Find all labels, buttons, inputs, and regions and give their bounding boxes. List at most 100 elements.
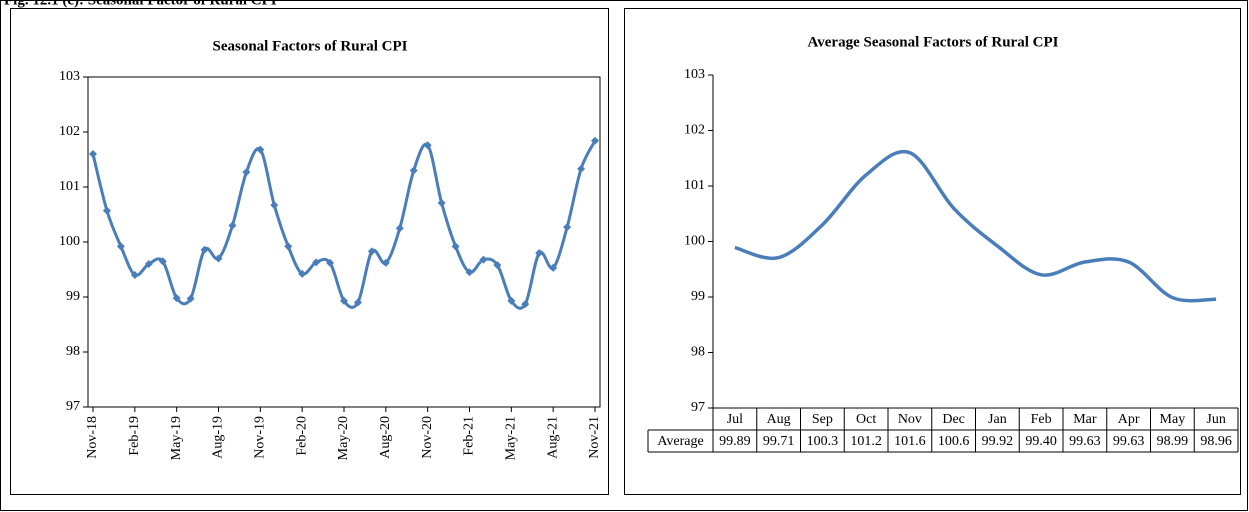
data-table-value: 99.63 bbox=[1113, 434, 1145, 449]
marker bbox=[395, 224, 404, 233]
x-tick-label: Jan bbox=[988, 412, 1007, 427]
x-tick-label: Nov bbox=[898, 412, 922, 427]
x-tick-label: Feb-19 bbox=[127, 416, 142, 456]
marker bbox=[577, 164, 586, 173]
y-tick-label: 103 bbox=[59, 69, 80, 84]
data-table-value: 98.96 bbox=[1200, 434, 1232, 449]
x-tick-label: Aug-20 bbox=[378, 416, 393, 459]
caption: Fig. 12.1 (c): Seasonal Factor of Rural … bbox=[4, 0, 277, 8]
data-table-value: 101.6 bbox=[894, 434, 926, 449]
data-table-value: 99.89 bbox=[719, 434, 751, 449]
marker bbox=[423, 141, 432, 150]
marker bbox=[200, 245, 209, 254]
x-tick-label: Feb-21 bbox=[462, 416, 477, 456]
x-tick-label: Mar bbox=[1073, 412, 1097, 427]
marker bbox=[367, 247, 376, 256]
marker bbox=[242, 168, 251, 177]
marker bbox=[284, 242, 293, 251]
marker bbox=[521, 300, 530, 309]
marker bbox=[256, 145, 265, 154]
x-tick-label: May-20 bbox=[336, 416, 351, 460]
data-table-value: 99.40 bbox=[1025, 434, 1057, 449]
x-tick-label: Nov-18 bbox=[85, 416, 100, 459]
marker bbox=[158, 257, 167, 266]
marker bbox=[591, 136, 599, 145]
x-tick-label: Dec bbox=[942, 412, 965, 427]
plot-area bbox=[87, 76, 601, 408]
marker bbox=[493, 261, 502, 270]
x-tick-label: Sep bbox=[812, 412, 833, 427]
marker bbox=[270, 201, 279, 210]
data-table-value: 98.99 bbox=[1157, 434, 1189, 449]
y-tick-label: 100 bbox=[684, 234, 705, 249]
series-line bbox=[734, 149, 1217, 303]
series-line bbox=[91, 140, 597, 310]
marker bbox=[228, 221, 237, 230]
x-tick-label: Aug-21 bbox=[545, 416, 560, 459]
y-tick-label: 102 bbox=[59, 124, 80, 139]
panel-border bbox=[10, 8, 609, 495]
x-tick-label: Jul bbox=[727, 412, 743, 427]
marker bbox=[214, 254, 223, 263]
x-tick-label: May-21 bbox=[504, 416, 519, 460]
y-tick-label: 102 bbox=[684, 123, 705, 138]
panel-border bbox=[624, 8, 1241, 495]
data-table-value: 99.92 bbox=[982, 434, 1014, 449]
marker bbox=[340, 296, 348, 305]
data-table-value: 100.6 bbox=[938, 434, 970, 449]
table-row-label: Average bbox=[657, 434, 703, 449]
x-tick-label: Jun bbox=[1206, 412, 1225, 427]
marker bbox=[451, 242, 460, 251]
x-tick-label: Feb bbox=[1031, 412, 1052, 427]
y-tick-label: 100 bbox=[59, 234, 80, 249]
data-table-value: 99.71 bbox=[763, 434, 795, 449]
marker bbox=[116, 242, 125, 251]
y-tick-label: 99 bbox=[691, 289, 705, 304]
x-tick-label: Feb-20 bbox=[294, 416, 309, 456]
marker bbox=[172, 294, 181, 303]
y-tick-label: 98 bbox=[691, 345, 705, 360]
y-tick-label: 97 bbox=[66, 399, 80, 414]
marker bbox=[353, 298, 362, 307]
marker bbox=[130, 271, 139, 279]
marker bbox=[479, 255, 488, 264]
marker bbox=[186, 294, 195, 303]
data-table-value: 100.3 bbox=[807, 434, 839, 449]
x-tick-label: May bbox=[1160, 412, 1186, 427]
x-tick-label: May-19 bbox=[169, 416, 184, 460]
marker bbox=[312, 258, 321, 267]
marker bbox=[298, 269, 307, 278]
marker bbox=[563, 223, 572, 232]
marker bbox=[144, 260, 153, 268]
marker bbox=[102, 206, 111, 215]
marker bbox=[535, 249, 544, 257]
chart-title: Seasonal Factors of Rural CPI bbox=[213, 38, 408, 54]
marker bbox=[465, 268, 474, 277]
marker bbox=[381, 258, 390, 267]
marker bbox=[507, 296, 516, 305]
x-tick-label: Oct bbox=[856, 412, 876, 427]
y-tick-label: 103 bbox=[684, 67, 705, 82]
y-tick-label: 97 bbox=[691, 400, 705, 415]
x-tick-label: Apr bbox=[1118, 412, 1140, 427]
x-tick-label: Nov-19 bbox=[253, 416, 268, 459]
x-tick-label: Aug bbox=[767, 412, 791, 427]
data-table-value: 99.63 bbox=[1069, 434, 1101, 449]
x-tick-label: Aug-19 bbox=[211, 416, 226, 459]
x-tick-label: Nov-21 bbox=[587, 416, 602, 459]
chart-title: Average Seasonal Factors of Rural CPI bbox=[808, 34, 1059, 50]
marker bbox=[437, 198, 446, 207]
y-tick-label: 98 bbox=[66, 344, 80, 359]
marker bbox=[89, 150, 97, 158]
data-table-value: 101.2 bbox=[850, 434, 882, 449]
marker bbox=[549, 263, 558, 272]
y-tick-label: 101 bbox=[59, 179, 80, 194]
y-tick-label: 101 bbox=[684, 178, 705, 193]
x-tick-label: Nov-20 bbox=[420, 416, 435, 459]
y-tick-label: 99 bbox=[66, 289, 80, 304]
marker bbox=[326, 258, 335, 267]
marker bbox=[409, 166, 418, 175]
